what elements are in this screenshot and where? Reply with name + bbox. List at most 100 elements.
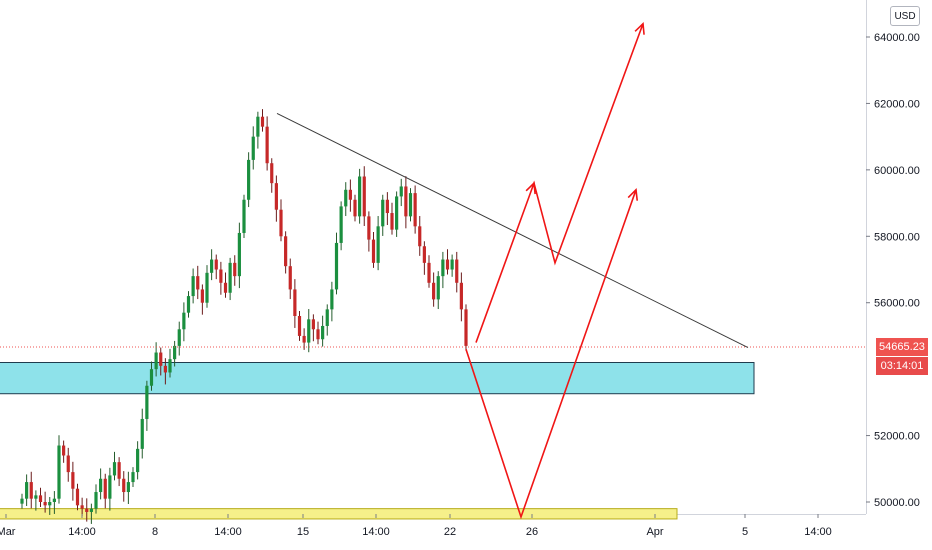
candle-body (20, 498, 24, 504)
candle-body (140, 418, 144, 449)
currency-button[interactable]: USD (890, 6, 920, 26)
candle-body (173, 345, 177, 360)
candle-body (131, 472, 135, 483)
candle-body (376, 226, 380, 263)
candle-body (145, 385, 149, 419)
candle-body (159, 352, 163, 366)
candle-body (385, 199, 389, 214)
x-tick-label: 22 (444, 526, 456, 538)
candle-body (43, 502, 47, 506)
candle-body (344, 189, 348, 207)
countdown-label: 03:14:01 (876, 357, 928, 375)
candle-body (390, 213, 394, 230)
candle-body (103, 478, 107, 499)
arrowhead-b-top (634, 21, 645, 35)
candle-body (223, 282, 228, 293)
x-tick-label: 15 (297, 526, 309, 538)
y-tick-label: 60000.00 (874, 165, 920, 177)
candle-body (62, 445, 66, 456)
y-tick-label: 58000.00 (874, 231, 920, 243)
candle-body (117, 462, 121, 479)
candle-body (177, 329, 181, 346)
candle-body (66, 455, 70, 473)
projection-path-b (475, 23, 644, 343)
candle-body (154, 352, 158, 370)
candle-body (432, 282, 436, 300)
candle-body (274, 183, 278, 210)
candle-body (418, 226, 422, 247)
candle-body (71, 472, 75, 489)
candle-body (52, 498, 56, 502)
candle-body (48, 502, 52, 506)
y-tick-label: 64000.00 (874, 32, 920, 44)
candle-body (260, 116, 265, 127)
candle-body (316, 329, 320, 340)
candle-body (284, 236, 288, 267)
candle-body (210, 259, 214, 273)
lower-zone (0, 508, 678, 520)
candle-body (408, 193, 413, 217)
candle-body (413, 193, 417, 227)
y-tick-label: 56000.00 (874, 298, 920, 310)
candle-body (321, 325, 325, 340)
candle-body (358, 176, 362, 217)
candle-body (34, 495, 38, 499)
candle-body (367, 216, 371, 240)
x-tick-label: 14:00 (362, 526, 390, 538)
arrowhead-b-mid (525, 181, 536, 195)
candle-body (196, 276, 200, 290)
y-tick-label: 50000.00 (874, 497, 920, 509)
candle-body (450, 259, 454, 270)
candle-body (455, 259, 459, 283)
candle-body (251, 136, 255, 160)
x-tick-label: 14:00 (68, 526, 96, 538)
x-tick-label: Apr (646, 526, 663, 538)
candle-body (330, 289, 334, 310)
candle-body (353, 199, 357, 217)
support-zone (0, 362, 755, 395)
candle-body (445, 259, 450, 270)
candle-body (427, 262, 431, 283)
candle-body (441, 259, 445, 277)
candle-body (256, 116, 260, 137)
candle-body (265, 126, 269, 164)
candle-body (89, 508, 93, 512)
candle-body (311, 319, 315, 330)
candle-body (399, 186, 403, 197)
candle-body (80, 505, 84, 509)
candle-body (205, 272, 209, 303)
candle-body (149, 369, 154, 386)
candle-body (293, 289, 297, 316)
candle-body (395, 196, 399, 230)
candle-body (99, 478, 103, 493)
candle-body (362, 176, 366, 217)
x-tick-label: 8 (152, 526, 158, 538)
candle-body (94, 492, 98, 509)
candle-body (339, 206, 343, 243)
candle-body (348, 189, 352, 200)
candle-body (288, 266, 292, 290)
candle-body (242, 199, 246, 233)
candle-body (228, 262, 232, 293)
candle-body (136, 448, 140, 473)
candle-body (302, 335, 306, 343)
candle-body (186, 296, 191, 313)
candle-body (163, 365, 167, 373)
candle-body (219, 269, 223, 283)
y-tick-label: 52000.00 (874, 431, 920, 443)
candle-body (191, 276, 195, 297)
projection-path-a (465, 189, 637, 520)
candle-body (122, 478, 126, 493)
y-tick-label: 62000.00 (874, 98, 920, 110)
candle-body (279, 209, 283, 237)
candle-body (404, 186, 408, 217)
x-tick-label: 26 (526, 526, 538, 538)
arrowhead-a (627, 188, 639, 201)
candle-body (126, 482, 130, 493)
candle-body (25, 482, 29, 499)
candle-body (233, 262, 237, 277)
x-tick-label: Mar (0, 526, 16, 538)
candle-body (237, 232, 241, 277)
candle-body (325, 309, 329, 326)
